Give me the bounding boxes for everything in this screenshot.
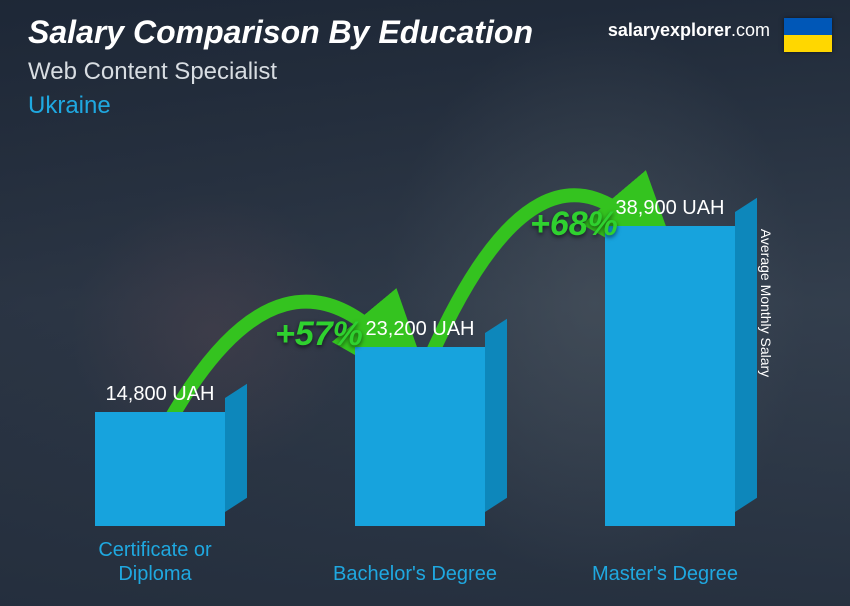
category-label: Bachelor's Degree	[325, 562, 505, 586]
bar-value: 23,200 UAH	[366, 318, 475, 341]
pct-label-0: +57%	[275, 315, 363, 354]
brand-name: salaryexplorer	[608, 20, 731, 40]
bar-side-face	[225, 398, 247, 512]
bar-2: 38,900 UAH	[600, 197, 740, 526]
category-label: Master's Degree	[575, 562, 755, 586]
bar-chart: 14,800 UAH Certificate or Diploma 23,200 U…	[40, 140, 790, 586]
bar-side-face	[735, 212, 757, 512]
bar-front-face	[605, 226, 735, 526]
bar-shape	[95, 412, 225, 526]
bar-shape	[355, 347, 485, 526]
flag-bottom	[784, 35, 832, 52]
bar-0: 14,800 UAH	[90, 383, 230, 526]
country: Ukraine	[28, 92, 111, 120]
ukraine-flag-icon	[784, 18, 832, 52]
bar-front-face	[95, 412, 225, 526]
flag-top	[784, 18, 832, 35]
category-label: Certificate or Diploma	[65, 538, 245, 586]
bar-value: 14,800 UAH	[106, 383, 215, 406]
pct-label-1: +68%	[530, 205, 618, 244]
brand: salaryexplorer.com	[608, 20, 770, 41]
subtitle: Web Content Specialist	[28, 58, 277, 86]
bar-shape	[605, 226, 735, 526]
brand-suffix: .com	[731, 20, 770, 40]
title: Salary Comparison By Education	[28, 14, 533, 51]
infographic-canvas: Salary Comparison By Education Web Conte…	[0, 0, 850, 606]
bar-1: 23,200 UAH	[350, 318, 490, 526]
bar-front-face	[355, 347, 485, 526]
bar-value: 38,900 UAH	[616, 197, 725, 220]
bar-side-face	[485, 333, 507, 512]
